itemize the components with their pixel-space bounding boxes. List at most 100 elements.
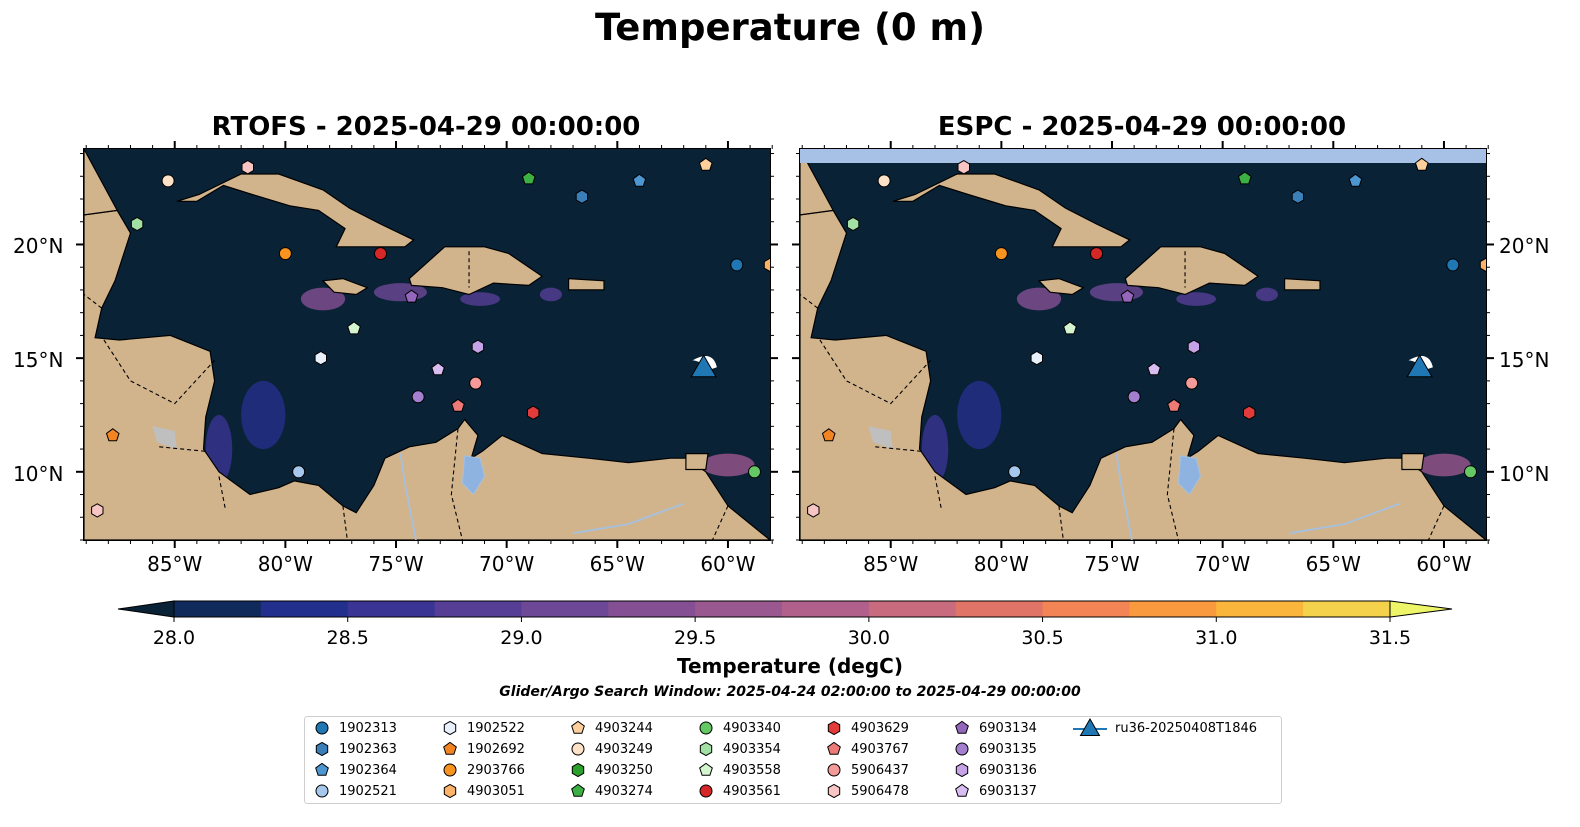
legend-marker <box>571 783 585 797</box>
legend-marker <box>571 762 585 778</box>
argo-marker-6903136 <box>471 339 485 354</box>
colorbar-tick-label: 30.5 <box>1021 627 1063 649</box>
legend-label: 6903136 <box>979 762 1037 778</box>
argo-marker-1902692 <box>105 428 120 442</box>
legend-label: 4903250 <box>595 762 653 778</box>
legend-symbol-icon <box>955 762 969 778</box>
colorbar-frame <box>173 600 1391 618</box>
argo-marker-4903340 <box>1464 465 1478 479</box>
colorbar-tick-label: 31.5 <box>1369 627 1411 649</box>
legend-symbol-icon <box>699 741 713 757</box>
search-window-text: Glider/Argo Search Window: 2025-04-24 02… <box>499 684 1081 700</box>
glider-triangle-marker <box>690 354 717 378</box>
legend-item: 4903561 <box>697 781 781 801</box>
argo-marker-2903766 <box>278 247 292 261</box>
argo-marker-5906437 <box>1185 376 1199 390</box>
legend-item: 6903137 <box>953 781 1037 801</box>
legend-label: 6903135 <box>979 741 1037 757</box>
legend-symbol-icon <box>699 784 713 798</box>
legend-symbol-icon <box>315 721 329 735</box>
legend-item: 4903051 <box>441 781 525 801</box>
legend-marker <box>315 784 329 798</box>
legend-item: 4903354 <box>697 739 781 759</box>
lon-label-espc: 75°W <box>1084 552 1140 576</box>
lake-maracaibo <box>461 455 486 496</box>
colorbar-band <box>434 601 522 617</box>
legend-item: 4903340 <box>697 718 781 738</box>
legend-label: 4903051 <box>467 783 525 799</box>
legend-item: 4903249 <box>569 739 653 759</box>
legend-label: 4903561 <box>723 783 781 799</box>
legend-symbol-icon <box>443 763 457 777</box>
float-markers <box>91 157 770 518</box>
legend-marker <box>827 783 841 799</box>
argo-marker-4903767 <box>1167 398 1181 412</box>
lat-label-20n-right: 20°N <box>1499 234 1550 258</box>
colorbar-band <box>1216 601 1304 617</box>
legend-marker <box>827 720 841 736</box>
lake-maracaibo <box>1177 455 1202 496</box>
argo-marker-4903051 <box>763 257 770 273</box>
legend-symbol-icon <box>827 783 841 799</box>
argo-marker-1902363 <box>1291 189 1305 204</box>
glider-triangle-marker <box>1406 354 1433 378</box>
argo-marker-4903354 <box>846 216 860 232</box>
legend-label: 1902521 <box>339 783 397 799</box>
legend-item: 6903135 <box>953 739 1037 759</box>
argo-marker-1902313 <box>730 258 744 272</box>
colorbar-band <box>347 601 436 617</box>
legend-symbol-icon <box>955 720 969 734</box>
legend-label: 1902692 <box>467 741 525 757</box>
argo-marker-4903767 <box>451 398 465 412</box>
legend-label: 1902363 <box>339 741 397 757</box>
legend-item: 5906478 <box>825 781 909 801</box>
legend-symbol-icon <box>571 720 585 734</box>
lon-label-rtofs: 80°W <box>257 552 313 576</box>
argo-marker-4903244 <box>1414 157 1429 171</box>
legend-marker <box>699 741 713 757</box>
colorbar-title: Temperature (degC) <box>677 654 903 678</box>
legend-marker <box>443 783 457 799</box>
colorbar-tick-label: 28.5 <box>327 627 369 649</box>
argo-marker-4903354 <box>130 216 144 232</box>
lat-label-10n-right: 10°N <box>1499 462 1550 486</box>
legend-item: 1902363 <box>313 739 397 759</box>
legend-symbol-icon <box>955 742 969 756</box>
lon-label-rtofs: 85°W <box>147 552 203 576</box>
land <box>84 149 770 540</box>
argo-marker-1902522 <box>314 350 327 366</box>
lat-label-10n-left: 10°N <box>13 462 64 486</box>
argo-marker-4903561 <box>374 247 388 261</box>
argo-marker-4903051 <box>1479 257 1486 273</box>
argo-marker-1902363 <box>575 189 589 204</box>
legend-label: 4903558 <box>723 762 781 778</box>
argo-marker-1902522 <box>1030 350 1043 366</box>
legend-marker <box>315 721 329 735</box>
lon-label-espc: 70°W <box>1195 552 1251 576</box>
legend-item: 4903250 <box>569 760 653 780</box>
map-panel-rtofs <box>83 148 771 541</box>
argo-marker-4903629 <box>527 405 540 420</box>
lon-label-rtofs: 75°W <box>368 552 424 576</box>
legend-item: 4903558 <box>697 760 781 780</box>
legend-label: ru36-20250408T1846 <box>1115 720 1258 736</box>
lat-label-15n-left: 15°N <box>13 348 64 372</box>
lon-label-espc: 85°W <box>863 552 919 576</box>
argo-marker-6903134 <box>1120 289 1135 303</box>
argo-marker-6903137 <box>431 362 445 376</box>
argo-marker-1902692 <box>821 428 836 442</box>
country-borders <box>800 251 1445 540</box>
legend-label: 6903137 <box>979 783 1037 799</box>
legend-marker <box>443 741 457 755</box>
colorbar-band <box>1042 601 1130 617</box>
lon-label-rtofs: 60°W <box>700 552 756 576</box>
argo-marker-1902521 <box>1008 465 1022 479</box>
legend-marker <box>955 783 969 797</box>
argo-marker-5906478 <box>91 503 104 518</box>
lake-nicaragua <box>152 426 177 450</box>
legend-item: 1902521 <box>313 781 397 801</box>
legend-symbol-icon <box>699 721 713 735</box>
argo-marker-6903137 <box>1147 362 1161 376</box>
no-data-band <box>800 149 1486 163</box>
argo-marker-4903249 <box>877 174 891 188</box>
